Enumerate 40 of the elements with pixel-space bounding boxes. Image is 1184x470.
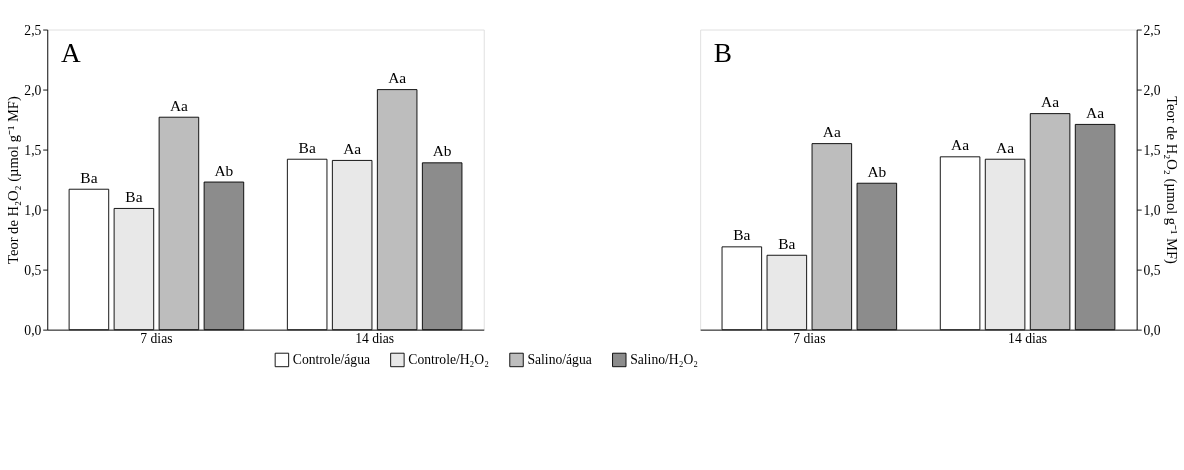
y-tick-label: 1,0 xyxy=(24,202,42,218)
data-label: Ab xyxy=(214,161,234,179)
data-label: Ba xyxy=(125,188,143,206)
data-label: Aa xyxy=(1086,104,1105,122)
y2-tick-label: 1,5 xyxy=(1143,142,1161,158)
y2-tick-label: 1,0 xyxy=(1143,202,1161,218)
data-label: Aa xyxy=(996,138,1015,156)
legend-label: Salino/água xyxy=(527,352,592,368)
y-tick-label: 0,5 xyxy=(24,262,42,278)
legend-label: Controle/água xyxy=(292,352,370,368)
x-tick-label: 14 dias xyxy=(355,330,395,346)
data-label: Ba xyxy=(80,168,98,186)
data-label: Aa xyxy=(951,136,970,154)
legend-label: Salino/H₂O₂ xyxy=(630,352,699,368)
y-axis-title: Teor de H₂O₂ (µmol g⁻¹ MF) xyxy=(4,96,22,264)
y-tick-label: 1,5 xyxy=(24,142,42,158)
data-label: Ba xyxy=(733,226,751,244)
data-label: Ab xyxy=(432,142,452,160)
y-tick-label: 2,0 xyxy=(24,82,42,98)
y2-tick-label: 0,5 xyxy=(1143,262,1161,278)
y2-tick-label: 2,0 xyxy=(1143,82,1161,98)
data-label: Aa xyxy=(1041,93,1060,111)
x-tick-label: 7 dias xyxy=(140,330,173,346)
annotation: B xyxy=(713,38,733,69)
y2-axis-title: Teor de H₂O₂ (µmol g⁻¹ MF) xyxy=(1162,96,1180,265)
y-tick-label: 2,5 xyxy=(24,22,42,38)
x-tick-label: 7 dias xyxy=(793,330,826,346)
legend-label: Controle/H₂O₂ xyxy=(408,352,490,368)
data-label: Ab xyxy=(867,162,887,180)
data-label: Aa xyxy=(388,69,407,87)
data-label: Aa xyxy=(822,123,841,141)
y2-tick-label: 0,0 xyxy=(1143,322,1161,338)
annotation: A xyxy=(60,38,81,69)
data-label: Ba xyxy=(778,234,796,252)
data-label: Aa xyxy=(169,96,189,114)
data-label: Aa xyxy=(343,140,362,158)
y2-tick-label: 2,5 xyxy=(1143,22,1161,38)
y-tick-label: 0,0 xyxy=(24,322,42,338)
x-tick-label: 14 dias xyxy=(1008,330,1048,346)
data-label: Ba xyxy=(298,138,316,156)
